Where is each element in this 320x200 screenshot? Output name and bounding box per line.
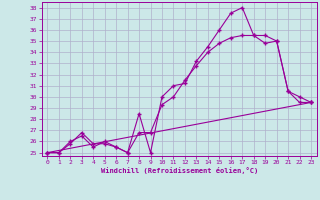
X-axis label: Windchill (Refroidissement éolien,°C): Windchill (Refroidissement éolien,°C) xyxy=(100,167,258,174)
